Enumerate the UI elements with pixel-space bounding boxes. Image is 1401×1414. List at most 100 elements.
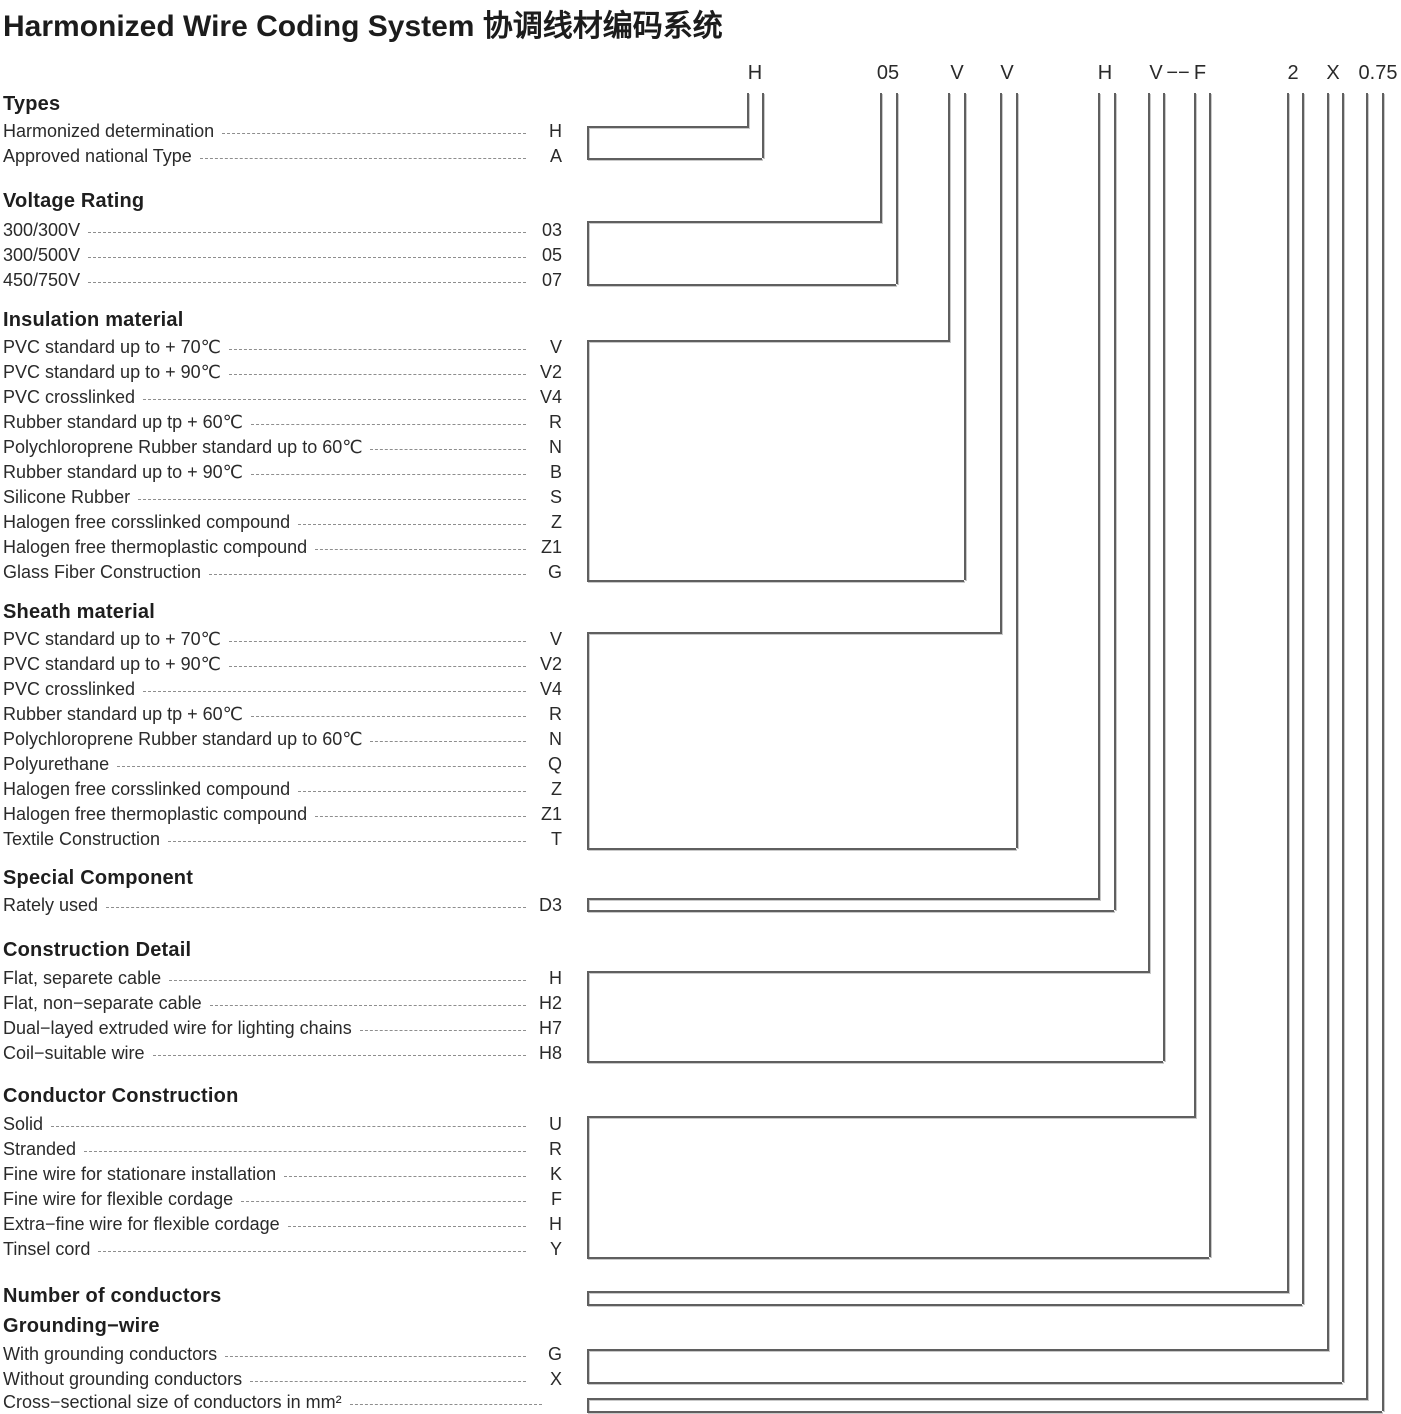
bracket-body-types (587, 126, 749, 160)
leader-line (143, 385, 526, 400)
spec-label: Rately used (3, 895, 99, 915)
spec-label: 300/500V (3, 245, 81, 265)
spec-row: Fine wire for stationare installation K (3, 1162, 562, 1187)
bracket-body-insulation-material (587, 340, 950, 582)
spec-row: PVC crosslinked V4 (3, 385, 562, 410)
leader-line (199, 144, 526, 159)
spec-row: Approved national Type A (3, 144, 562, 169)
section-rows-types: Harmonized determination H Approved nation… (3, 119, 562, 169)
spec-code: N (549, 729, 562, 749)
section-rows-special-component: Rately used D3 (3, 893, 562, 918)
bracket-body-special-component (587, 898, 1100, 912)
leader-line (228, 335, 526, 350)
spec-label: Polyurethane (3, 754, 110, 774)
spec-row: Halogen free thermoplastic compound Z1 (3, 802, 562, 827)
spec-label: Rubber standard up to + 90℃ (3, 462, 243, 482)
example-code-char-10: 0.75 (1358, 62, 1398, 84)
spec-code: D3 (538, 895, 562, 915)
spec-row: Tinsel cord Y (3, 1237, 562, 1262)
page-title: Harmonized Wire Coding System 协调线材编码系统 (3, 10, 723, 43)
leader-line (152, 1041, 526, 1056)
spec-row: Polyurethane Q (3, 752, 562, 777)
spec-row: Stranded R (3, 1137, 562, 1162)
bracket-rail-left-voltage-rating (880, 93, 882, 221)
leader-line (228, 627, 526, 642)
spec-label: Without grounding conductors (3, 1369, 243, 1389)
section-rows-construction-detail: Flat, separete cable H Flat, non−separate … (3, 966, 562, 1066)
spec-code: S (549, 487, 562, 507)
bracket-rail-right-special-component (1114, 93, 1116, 910)
spec-row: PVC standard up to + 90℃ V2 (3, 652, 562, 677)
spec-label: Harmonized determination (3, 121, 215, 141)
bracket-bottom-insulation-material (587, 580, 964, 582)
section-header-conductor-construction: Conductor Construction (3, 1085, 239, 1107)
leader-line (138, 485, 526, 500)
leader-line (225, 1342, 526, 1357)
spec-row: 300/500V 05 (3, 243, 562, 268)
bracket-rail-right-cross-sectional-size (1382, 93, 1384, 1411)
leader-line (143, 677, 526, 692)
section-rows-conductor-construction: Solid U Stranded R Fine wire for stationare … (3, 1112, 562, 1262)
leader-line (287, 1212, 526, 1227)
spec-code: V (549, 337, 562, 357)
spec-row: Flat, non−separate cable H2 (3, 991, 562, 1016)
leader-line (51, 1112, 526, 1127)
spec-row: Rubber standard up to + 90℃ B (3, 460, 562, 485)
spec-row: Polychloroprene Rubber standard up to 60… (3, 727, 562, 752)
leader-line (88, 218, 526, 233)
leader-line (250, 410, 526, 425)
spec-label: Halogen free corsslinked compound (3, 512, 291, 532)
bracket-bottom-voltage-rating (587, 284, 896, 286)
example-code-char-3: V (1000, 62, 1014, 84)
bracket-rail-left-number-of-conductors (1287, 93, 1289, 1291)
spec-code: B (549, 462, 562, 482)
spec-label: 300/300V (3, 220, 81, 240)
spec-code: 05 (541, 245, 562, 265)
spec-label: Flat, non−separate cable (3, 993, 202, 1013)
spec-label: Coil−suitable wire (3, 1043, 145, 1063)
bracket-rail-right-construction-detail (1163, 93, 1165, 1061)
bracket-bottom-special-component (587, 910, 1114, 912)
spec-label: Silicone Rubber (3, 487, 131, 507)
spec-label: Fine wire for stationare installation (3, 1164, 277, 1184)
spec-label: Halogen free thermoplastic compound (3, 804, 308, 824)
spec-label: Solid (3, 1114, 44, 1134)
example-code-char-1: 05 (876, 62, 900, 84)
spec-row: Glass Fiber Construction G (3, 560, 562, 585)
spec-code: F (551, 1189, 562, 1209)
spec-code: H (549, 968, 562, 988)
section-header-insulation-material: Insulation material (3, 309, 184, 331)
spec-code: H7 (538, 1018, 562, 1038)
spec-code: H (549, 121, 562, 141)
spec-label: 450/750V (3, 270, 81, 290)
bracket-body-conductor-construction (587, 1116, 1196, 1259)
spec-code: A (549, 146, 562, 166)
leader-line (209, 560, 526, 575)
leader-line (168, 827, 526, 842)
spec-label: Stranded (3, 1139, 77, 1159)
spec-row: Silicone Rubber S (3, 485, 562, 510)
spec-row: Dual−layed extruded wire for lighting ch… (3, 1016, 562, 1041)
spec-row: Halogen free corsslinked compound Z (3, 510, 562, 535)
spec-code: R (549, 704, 562, 724)
spec-code: H8 (538, 1043, 562, 1063)
leader-line (250, 702, 526, 717)
section-header-construction-detail: Construction Detail (3, 939, 192, 961)
spec-label: Cross−sectional size of conductors in mm… (3, 1392, 342, 1412)
bracket-bottom-cross-sectional-size (587, 1411, 1382, 1413)
bracket-body-grounding-wire (587, 1349, 1329, 1384)
bracket-bottom-types (587, 158, 762, 160)
leader-line (315, 802, 526, 817)
section-rows-sheath-material: PVC standard up to + 70℃ V PVC standard up… (3, 627, 562, 852)
bracket-bottom-construction-detail (587, 1061, 1163, 1063)
leader-line (315, 535, 526, 550)
spec-label: Approved national Type (3, 146, 192, 166)
bracket-body-sheath-material (587, 632, 1002, 850)
example-code-char-9: X (1326, 62, 1340, 84)
bracket-rail-right-types (762, 93, 764, 158)
bracket-rail-right-conductor-construction (1209, 93, 1211, 1257)
spec-row: Solid U (3, 1112, 562, 1137)
bracket-body-cross-sectional-size (587, 1398, 1368, 1413)
bracket-rail-left-special-component (1098, 93, 1100, 898)
spec-row: Halogen free corsslinked compound Z (3, 777, 562, 802)
